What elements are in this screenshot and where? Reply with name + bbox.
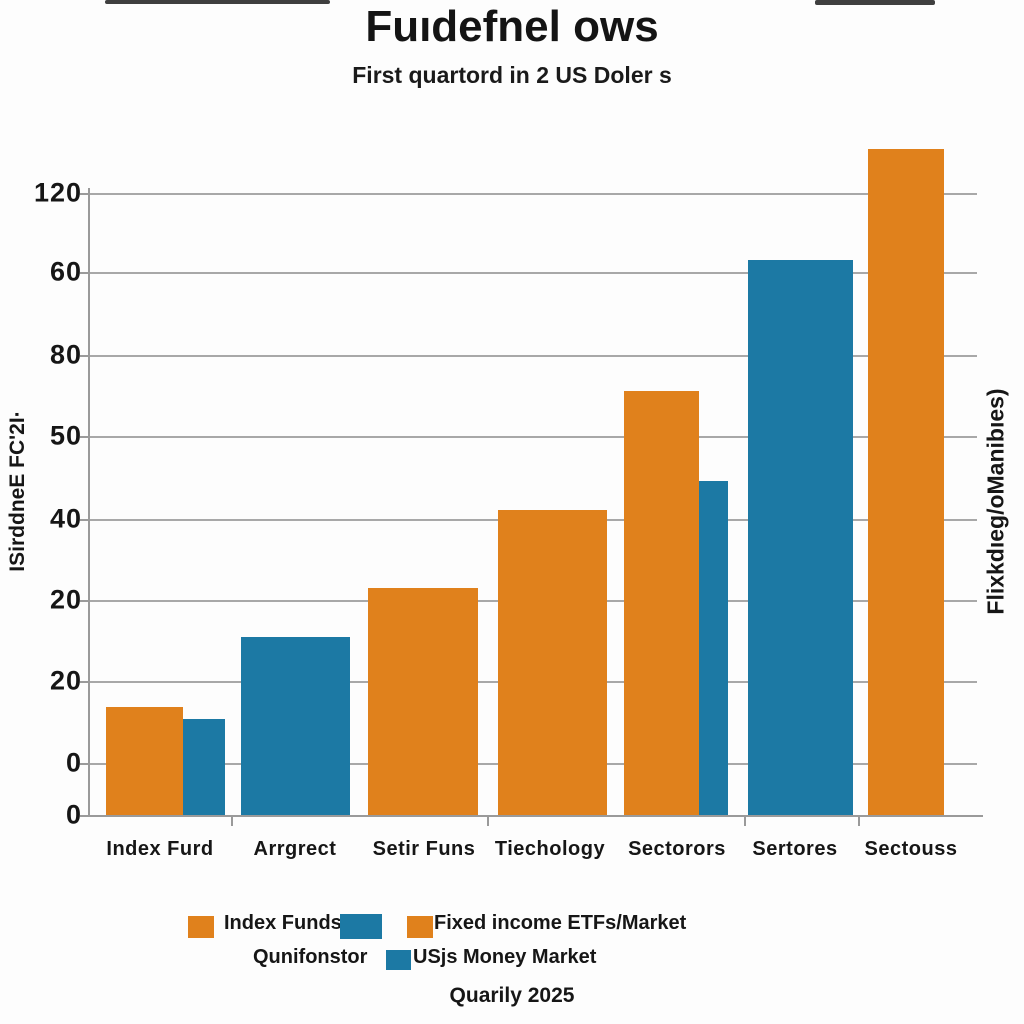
x-category-label: Sectouss — [864, 838, 958, 860]
legend-label: Qunifonstor — [253, 946, 368, 968]
legend-label: USjs Money Market — [413, 946, 597, 968]
bar — [106, 706, 183, 816]
y-tick-label: 60 — [49, 256, 82, 287]
chart-subtitle: First quartord in 2 US Doler s — [352, 62, 672, 88]
y-tick-mark — [80, 193, 90, 195]
blue-legend-swatch — [340, 914, 382, 939]
legend-label: Index Funds — [224, 912, 342, 934]
x-category-label: Tiechology — [494, 838, 606, 860]
bar — [241, 636, 350, 816]
bar — [624, 390, 699, 816]
x-category-label: Sectorors — [628, 838, 726, 860]
bar — [498, 509, 607, 816]
x-tick-mark — [231, 817, 233, 826]
y-tick-mark — [80, 519, 90, 521]
chart-caption: Quarily 2025 — [449, 984, 575, 1007]
x-category-label: Index Furd — [106, 838, 214, 860]
gridline — [90, 436, 977, 438]
legend-label: Fixed income ETFs/Market — [434, 912, 687, 934]
y-tick-label: 20 — [49, 584, 82, 615]
bar — [368, 587, 478, 816]
gridline — [90, 272, 977, 274]
top-edge-artifact — [105, 0, 330, 4]
x-tick-mark — [744, 817, 746, 826]
y-tick-label: 40 — [49, 503, 82, 534]
y-axis-label-left: ISirddneE FC'2I· — [6, 410, 29, 572]
y-tick-mark — [80, 436, 90, 438]
bar — [748, 259, 853, 816]
x-tick-mark — [858, 817, 860, 826]
x-axis-spine — [88, 815, 983, 817]
y-tick-label: 0 — [65, 799, 82, 830]
orange-legend-swatch — [188, 916, 214, 938]
y-tick-label: 0 — [65, 747, 82, 778]
y-tick-mark — [80, 272, 90, 274]
bar — [699, 481, 728, 816]
y-tick-label: 80 — [49, 339, 82, 370]
bar — [868, 149, 944, 816]
y-tick-mark — [80, 815, 90, 817]
blue-legend-swatch — [386, 950, 411, 970]
y-tick-label: 120 — [33, 177, 82, 208]
y-tick-label: 50 — [49, 420, 82, 451]
y-tick-label: 20 — [49, 665, 82, 696]
x-tick-mark — [487, 817, 489, 826]
gridline — [90, 193, 977, 195]
x-category-label: Sertores — [752, 838, 838, 860]
orange-legend-swatch — [407, 916, 433, 938]
chart-title: Fuıdefnel ows — [365, 2, 659, 51]
y-tick-mark — [80, 763, 90, 765]
top-edge-artifact — [815, 0, 935, 5]
gridline — [90, 355, 977, 357]
y-tick-mark — [80, 355, 90, 357]
y-axis-spine — [88, 188, 90, 816]
y-tick-mark — [80, 600, 90, 602]
bar — [183, 718, 225, 816]
x-category-label: Setir Funs — [372, 838, 476, 860]
x-category-label: Arrgrect — [253, 838, 337, 860]
y-tick-mark — [80, 681, 90, 683]
y-axis-label-right: Flixkdıeg/oManibıes) — [982, 388, 1009, 615]
